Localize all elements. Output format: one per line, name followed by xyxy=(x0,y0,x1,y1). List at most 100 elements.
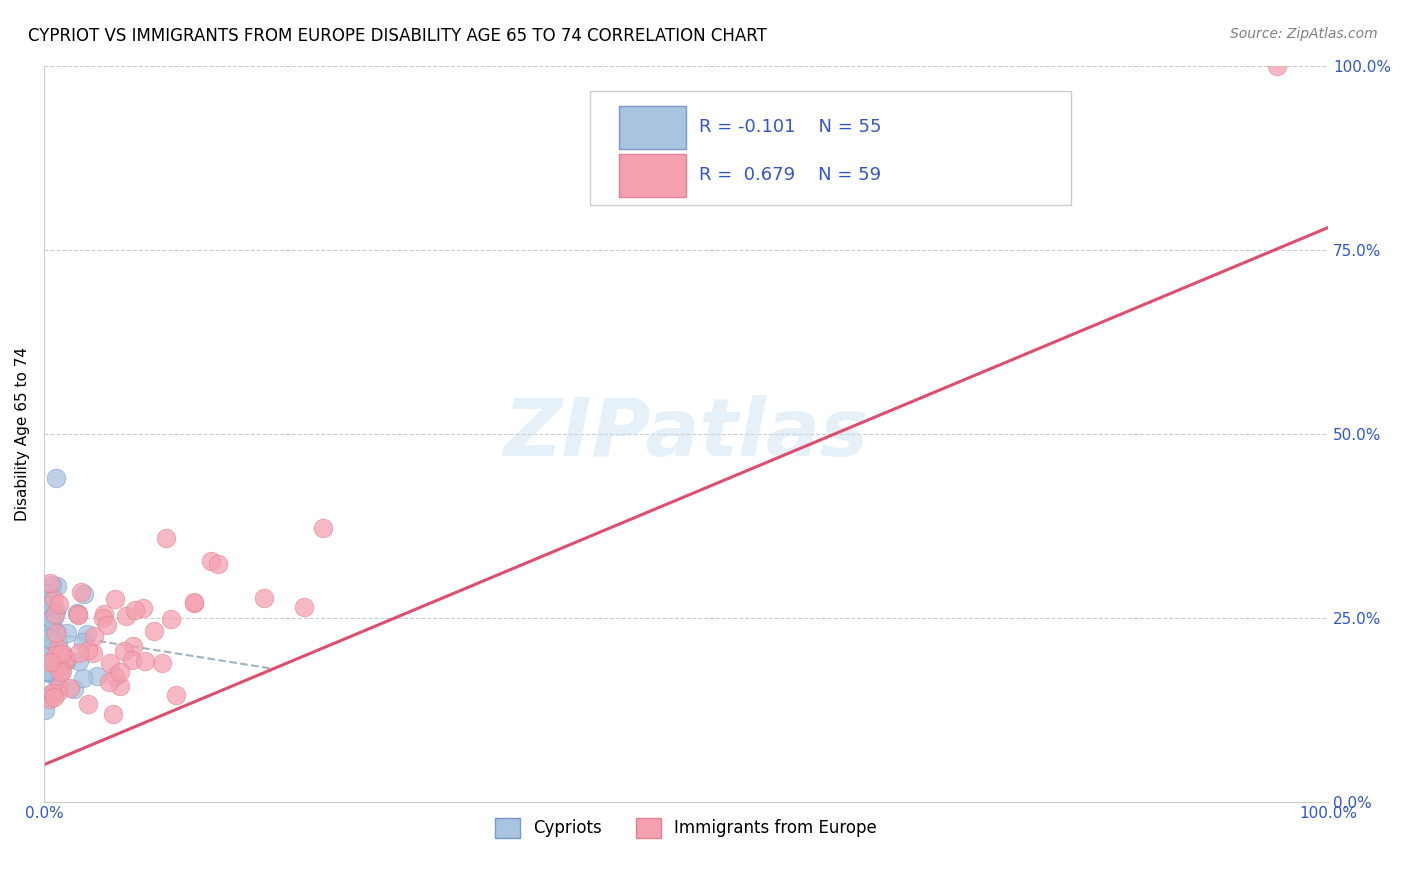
Point xyxy=(45,626,67,640)
Point xyxy=(37,690,59,705)
Point xyxy=(45,603,67,617)
Point xyxy=(46,646,69,660)
Point xyxy=(77,697,100,711)
Point xyxy=(183,595,205,609)
Text: ZIPatlas: ZIPatlas xyxy=(503,394,869,473)
Point xyxy=(67,646,90,660)
Point xyxy=(165,688,187,702)
Point xyxy=(55,653,77,667)
Point xyxy=(56,626,79,640)
Text: Source: ZipAtlas.com: Source: ZipAtlas.com xyxy=(1230,27,1378,41)
Point xyxy=(97,675,120,690)
Point xyxy=(38,636,60,650)
Point xyxy=(37,652,59,666)
Point xyxy=(53,651,76,665)
Point xyxy=(42,610,65,624)
Point xyxy=(86,669,108,683)
Point xyxy=(76,627,98,641)
Point xyxy=(121,653,143,667)
FancyBboxPatch shape xyxy=(619,154,686,196)
Point xyxy=(66,607,89,621)
Point xyxy=(73,587,96,601)
Point xyxy=(45,648,67,663)
Point xyxy=(41,603,63,617)
Point xyxy=(39,663,62,677)
Point xyxy=(44,647,66,661)
FancyBboxPatch shape xyxy=(589,91,1071,205)
Point xyxy=(38,593,60,607)
Point xyxy=(38,631,60,645)
Point xyxy=(39,655,62,669)
Point xyxy=(114,608,136,623)
Point xyxy=(124,603,146,617)
Point xyxy=(37,661,59,675)
Point xyxy=(46,579,69,593)
Text: CYPRIOT VS IMMIGRANTS FROM EUROPE DISABILITY AGE 65 TO 74 CORRELATION CHART: CYPRIOT VS IMMIGRANTS FROM EUROPE DISABI… xyxy=(28,27,768,45)
Point xyxy=(38,665,60,679)
Point xyxy=(70,584,93,599)
Point xyxy=(103,706,125,721)
Point xyxy=(42,606,65,620)
Point xyxy=(37,585,59,599)
Point xyxy=(55,655,77,669)
Point xyxy=(38,624,60,639)
Point xyxy=(104,592,127,607)
Point xyxy=(45,657,67,671)
Point xyxy=(66,607,89,622)
Point xyxy=(39,613,62,627)
Point xyxy=(45,471,67,485)
Point xyxy=(62,681,84,696)
Point xyxy=(48,598,70,612)
Point xyxy=(59,681,82,695)
Point xyxy=(34,658,56,673)
Point xyxy=(155,531,177,545)
Point xyxy=(45,685,67,699)
Point xyxy=(183,595,205,609)
Point xyxy=(72,671,94,685)
Point xyxy=(38,665,60,680)
Text: R =  0.679    N = 59: R = 0.679 N = 59 xyxy=(699,166,882,184)
Point xyxy=(49,665,72,680)
Point xyxy=(41,629,63,643)
Point xyxy=(108,679,131,693)
Point xyxy=(52,647,75,661)
Point xyxy=(38,645,60,659)
Point xyxy=(108,665,131,680)
Point xyxy=(48,680,70,694)
Point xyxy=(311,521,333,535)
Point xyxy=(51,665,73,679)
Point xyxy=(39,612,62,626)
Point xyxy=(96,618,118,632)
Point xyxy=(91,610,114,624)
Point xyxy=(292,600,315,615)
Point xyxy=(35,632,58,646)
Point xyxy=(122,639,145,653)
Point xyxy=(112,644,135,658)
Point xyxy=(44,607,66,621)
Point xyxy=(34,642,56,657)
Point xyxy=(53,651,76,665)
Point xyxy=(38,661,60,675)
Point xyxy=(49,647,72,661)
Point xyxy=(35,617,58,632)
Point xyxy=(41,686,63,700)
Point xyxy=(132,600,155,615)
Text: R = -0.101    N = 55: R = -0.101 N = 55 xyxy=(699,118,882,136)
Point xyxy=(46,624,69,639)
Point xyxy=(82,646,104,660)
Point xyxy=(76,643,98,657)
Point xyxy=(200,554,222,568)
Point xyxy=(134,654,156,668)
Point xyxy=(83,629,105,643)
Point xyxy=(160,612,183,626)
Point xyxy=(46,635,69,649)
Point xyxy=(38,626,60,640)
Point xyxy=(39,692,62,706)
Legend: Cypriots, Immigrants from Europe: Cypriots, Immigrants from Europe xyxy=(489,811,883,845)
Point xyxy=(104,668,127,682)
Point xyxy=(44,690,66,704)
Point xyxy=(67,654,90,668)
Point xyxy=(37,636,59,650)
Point xyxy=(35,664,58,678)
Point xyxy=(35,645,58,659)
